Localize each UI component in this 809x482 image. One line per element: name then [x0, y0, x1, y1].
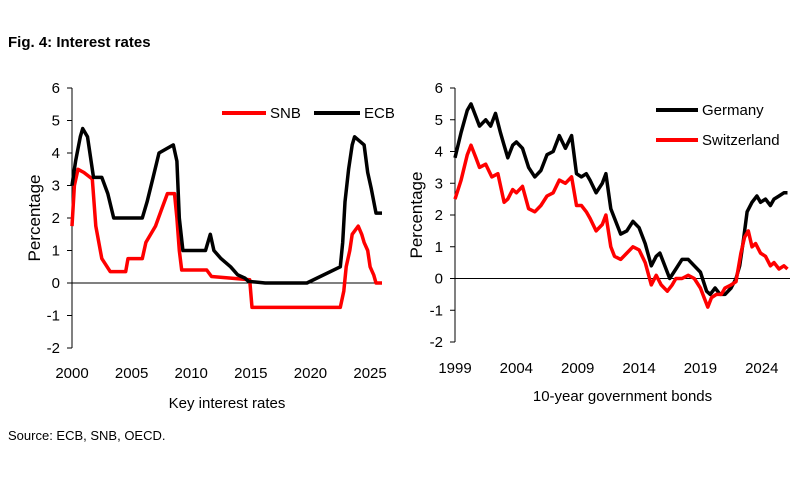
chart2-y-tick-label: -1	[430, 302, 443, 319]
chart2-y-tick-label: -2	[430, 334, 443, 351]
chart1-x-tick-label: 2005	[115, 365, 148, 382]
chart2-x-tick-label: 2014	[622, 360, 655, 377]
chart1-y-tick-label: 6	[52, 80, 60, 97]
chart1-y-tick-label: -1	[47, 308, 60, 325]
chart2-x-tick-label: 2024	[745, 360, 778, 377]
chart1-x-axis-label: Key interest rates	[169, 395, 286, 412]
chart1-y-tick-label: 1	[52, 243, 60, 260]
chart2-x-tick-label: 2004	[500, 360, 533, 377]
chart1-y-tick-label: -2	[47, 340, 60, 357]
chart1-series-snb-line	[70, 167, 382, 310]
chart1-y-tick-label: 5	[52, 113, 60, 130]
chart1-y-tick-label: 2	[52, 210, 60, 227]
chart2-x-tick-label: 2009	[561, 360, 594, 377]
source-note: Source: ECB, SNB, OECD.	[8, 428, 166, 443]
chart2-y-tick-label: 6	[435, 80, 443, 97]
chart2-x-axis-label: 10-year government bonds	[533, 388, 712, 405]
chart2-x-tick-label: 2019	[684, 360, 717, 377]
chart1-y-tick-label: 0	[52, 275, 60, 292]
chart2-x-tick-label: 1999	[438, 360, 471, 377]
chart1-x-tick-label: 2000	[55, 365, 88, 382]
chart2-legend-label-switzerland: Switzerland	[702, 132, 780, 149]
chart1-y-tick-label: 3	[52, 178, 60, 195]
chart1-legend-label-snb: SNB	[270, 105, 301, 122]
chart1-legend-label-ecb: ECB	[364, 105, 395, 122]
chart2-y-tick-label: 2	[435, 207, 443, 224]
chart1-x-tick-label: 2010	[175, 365, 208, 382]
chart1-x-tick-label: 2020	[294, 365, 327, 382]
chart2-y-tick-label: 5	[435, 112, 443, 129]
figure-title: Fig. 4: Interest rates	[8, 34, 151, 51]
chart2-legend-label-germany: Germany	[702, 102, 764, 119]
chart1-y-tick-label: 4	[52, 145, 60, 162]
chart2-y-tick-label: 4	[435, 144, 443, 161]
chart1-x-tick-label: 2025	[353, 365, 386, 382]
chart1-x-tick-label: 2015	[234, 365, 267, 382]
chart2-y-tick-label: 3	[435, 175, 443, 192]
chart1-series-ecb-line	[70, 126, 382, 285]
chart2-series-switzerland-line	[453, 143, 789, 309]
chart2-y-axis-label: Percentage	[407, 172, 426, 259]
chart2-y-tick-label: 1	[435, 239, 443, 256]
chart1-y-axis-label: Percentage	[25, 175, 44, 262]
chart2-y-tick-label: 0	[435, 271, 443, 288]
